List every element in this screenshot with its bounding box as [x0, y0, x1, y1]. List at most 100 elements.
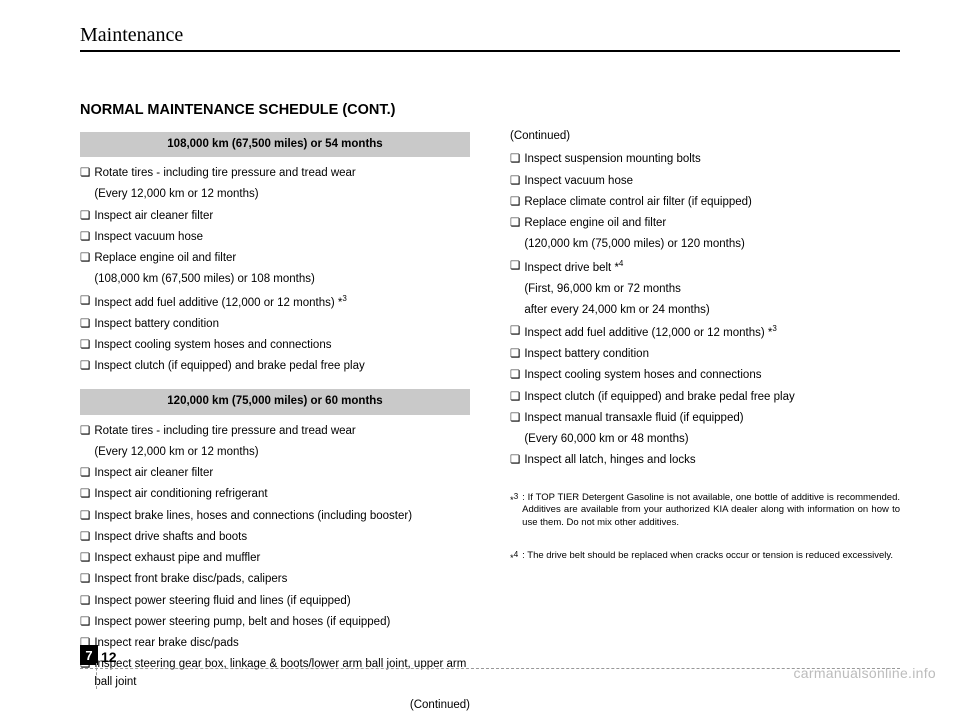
header: Maintenance — [80, 24, 900, 64]
footnotes: *3: If TOP TIER Detergent Gasoline is no… — [510, 492, 900, 566]
bullet-icon: ❏ — [80, 337, 90, 354]
item-text: Inspect air cleaner filter — [94, 465, 470, 482]
footnote-mark: *3 — [510, 492, 518, 530]
item-text: Inspect clutch (if equipped) and brake p… — [94, 358, 470, 375]
item-text: Inspect exhaust pipe and muffler — [94, 550, 470, 567]
bullet-icon: ❏ — [80, 316, 90, 333]
list-item: ❏Rotate tires - including tire pressure … — [80, 423, 470, 440]
bullet-icon: ❏ — [80, 465, 90, 482]
item-text: Inspect cooling system hoses and connect… — [94, 337, 470, 354]
bullet-icon: ❏ — [80, 208, 90, 225]
footnote: *4: The drive belt should be replaced wh… — [510, 550, 900, 566]
bullet-icon: ❏ — [80, 229, 90, 246]
list-item: ❏Inspect exhaust pipe and muffler — [80, 550, 470, 567]
right-column: (Continued) ❏Inspect suspension mounting… — [510, 100, 900, 714]
bullet-icon: ❏ — [80, 508, 90, 525]
page-number: 7 12 — [80, 645, 117, 665]
list-item: ❏Inspect rear brake disc/pads — [80, 635, 470, 652]
item-text: Inspect cooling system hoses and connect… — [524, 367, 900, 384]
list-item: ❏Inspect add fuel additive (12,000 or 12… — [510, 323, 900, 342]
item-text: Inspect drive belt *4 — [524, 258, 900, 277]
list-item: ❏Inspect drive belt *4 — [510, 258, 900, 277]
header-rule — [80, 50, 900, 52]
bullet-icon: ❏ — [510, 215, 520, 232]
list-item: ❏Inspect clutch (if equipped) and brake … — [510, 389, 900, 406]
page-footer: 7 12 — [80, 662, 900, 669]
bullet-icon: ❏ — [510, 452, 520, 469]
footnote-mark: *4 — [510, 550, 518, 566]
item-text: Inspect battery condition — [524, 346, 900, 363]
item-text: Inspect all latch, hinges and locks — [524, 452, 900, 469]
list-item: ❏Replace engine oil and filter — [510, 215, 900, 232]
list-item: ❏Inspect clutch (if equipped) and brake … — [80, 358, 470, 375]
bullet-icon: ❏ — [80, 571, 90, 588]
bullet-icon: ❏ — [80, 423, 90, 440]
item-text: Inspect vacuum hose — [94, 229, 470, 246]
list-item: ❏Inspect cooling system hoses and connec… — [510, 367, 900, 384]
block2-head: 120,000 km (75,000 miles) or 60 months — [80, 389, 470, 414]
block1-head: 108,000 km (67,500 miles) or 54 months — [80, 132, 470, 157]
list-item: ❏Inspect suspension mounting bolts — [510, 151, 900, 168]
list-item: ❏Inspect air cleaner filter — [80, 465, 470, 482]
list-item: ❏Inspect battery condition — [80, 316, 470, 333]
bullet-icon: ❏ — [510, 410, 520, 427]
bullet-icon: ❏ — [80, 614, 90, 631]
item-text: Rotate tires - including tire pressure a… — [94, 165, 470, 182]
footnote-text: : If TOP TIER Detergent Gasoline is not … — [522, 492, 900, 530]
left-column: NORMAL MAINTENANCE SCHEDULE (CONT.) 108,… — [80, 100, 470, 714]
bullet-icon: ❏ — [510, 151, 520, 168]
list-item: ❏Inspect front brake disc/pads, calipers — [80, 571, 470, 588]
list-item: ❏Inspect add fuel additive (12,000 or 12… — [80, 293, 470, 312]
list-item: ❏Replace climate control air filter (if … — [510, 194, 900, 211]
item-subtext: ❏(Every 60,000 km or 48 months) — [510, 431, 900, 448]
bullet-icon: ❏ — [80, 550, 90, 567]
list-item: ❏Inspect cooling system hoses and connec… — [80, 337, 470, 354]
item-text: Replace engine oil and filter — [524, 215, 900, 232]
list-item: ❏Inspect power steering pump, belt and h… — [80, 614, 470, 631]
item-text: Inspect air conditioning refrigerant — [94, 486, 470, 503]
bullet-icon: ❏ — [510, 389, 520, 406]
chapter-num: 7 — [80, 645, 98, 665]
bullet-icon: ❏ — [80, 250, 90, 267]
page-num: 12 — [101, 649, 117, 665]
item-text: Inspect power steering pump, belt and ho… — [94, 614, 470, 631]
item-subtext: ❏(120,000 km (75,000 miles) or 120 month… — [510, 236, 900, 253]
section-title: NORMAL MAINTENANCE SCHEDULE (CONT.) — [80, 100, 470, 122]
item-text: Inspect brake lines, hoses and connectio… — [94, 508, 470, 525]
item-text: Inspect front brake disc/pads, calipers — [94, 571, 470, 588]
continued-label: (Continued) — [80, 697, 470, 714]
item-text: Replace engine oil and filter — [94, 250, 470, 267]
item-subtext: ❏(First, 96,000 km or 72 months — [510, 281, 900, 298]
bullet-icon: ❏ — [510, 367, 520, 384]
item-text: Inspect add fuel additive (12,000 or 12 … — [524, 323, 900, 342]
item-text: Inspect drive shafts and boots — [94, 529, 470, 546]
footnote: *3: If TOP TIER Detergent Gasoline is no… — [510, 492, 900, 530]
list-item: ❏Inspect power steering fluid and lines … — [80, 593, 470, 610]
bullet-icon: ❏ — [510, 173, 520, 190]
list-item: ❏Inspect drive shafts and boots — [80, 529, 470, 546]
list-item: ❏Inspect vacuum hose — [510, 173, 900, 190]
bullet-icon: ❏ — [510, 346, 520, 363]
item-text: Inspect battery condition — [94, 316, 470, 333]
list-item: ❏Inspect brake lines, hoses and connecti… — [80, 508, 470, 525]
item-subtext: ❏ after every 24,000 km or 24 months) — [510, 302, 900, 319]
watermark: carmanualsonline.info — [794, 665, 937, 681]
item-subtext: ❏(Every 12,000 km or 12 months) — [80, 186, 470, 203]
page: Maintenance NORMAL MAINTENANCE SCHEDULE … — [0, 0, 960, 689]
list-item: ❏Inspect manual transaxle fluid (if equi… — [510, 410, 900, 427]
right-items: ❏Inspect suspension mounting bolts❏Inspe… — [510, 151, 900, 469]
item-text: Replace climate control air filter (if e… — [524, 194, 900, 211]
bullet-icon: ❏ — [80, 593, 90, 610]
list-item: ❏Rotate tires - including tire pressure … — [80, 165, 470, 182]
bullet-icon: ❏ — [80, 358, 90, 375]
list-item: ❏Inspect air conditioning refrigerant — [80, 486, 470, 503]
bullet-icon: ❏ — [80, 529, 90, 546]
block1-items: ❏ Rotate tires - including tire pressure … — [80, 165, 470, 375]
item-text: Inspect vacuum hose — [524, 173, 900, 190]
header-title: Maintenance — [80, 24, 183, 47]
item-text: Inspect clutch (if equipped) and brake p… — [524, 389, 900, 406]
list-item: ❏Replace engine oil and filter — [80, 250, 470, 267]
list-item: ❏Inspect air cleaner filter — [80, 208, 470, 225]
footer-dotted-v — [96, 663, 97, 689]
footnote-text: : The drive belt should be replaced when… — [522, 550, 900, 566]
